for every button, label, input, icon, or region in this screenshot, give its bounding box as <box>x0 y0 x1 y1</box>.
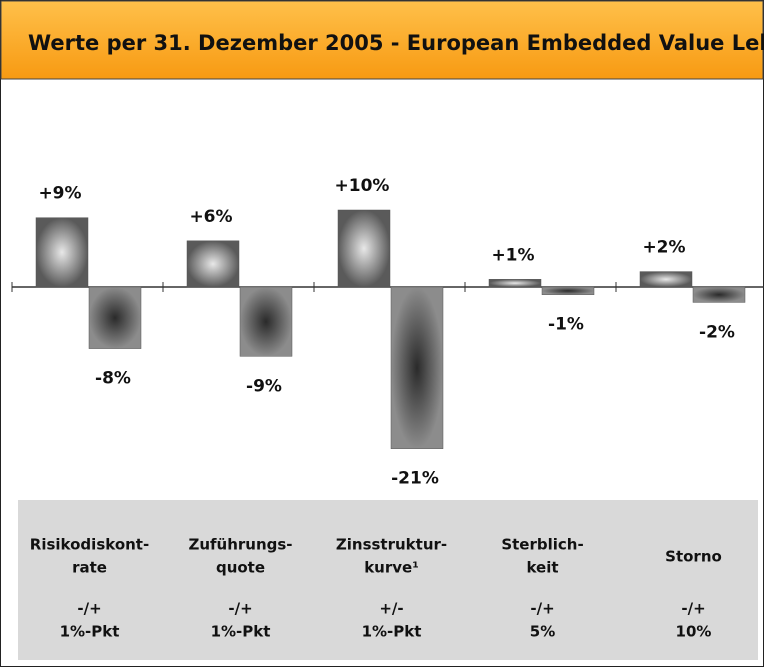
variation-label: +/- <box>379 600 403 618</box>
category-label: Storno <box>665 548 722 566</box>
category-label: rate <box>72 559 107 577</box>
data-label: +2% <box>642 238 685 258</box>
data-label: +6% <box>189 207 232 227</box>
data-label: +10% <box>335 176 390 196</box>
bar <box>35 217 89 288</box>
category-label: Risikodiskont- <box>30 536 149 554</box>
bar <box>337 209 391 288</box>
data-label: -9% <box>246 376 282 396</box>
variation-label: 1%-Pkt <box>211 623 271 641</box>
category-label: Sterblich- <box>501 536 583 554</box>
bar <box>692 286 746 303</box>
chart-title: Werte per 31. Dezember 2005 - European E… <box>28 31 764 55</box>
bar <box>488 279 542 288</box>
bar <box>88 286 142 349</box>
bar <box>639 271 693 288</box>
category-label: kurve¹ <box>364 559 419 577</box>
variation-label: 5% <box>530 623 555 641</box>
variation-label: -/+ <box>228 600 252 618</box>
data-label: +9% <box>38 184 81 204</box>
data-label: +1% <box>491 245 534 265</box>
variation-label: 10% <box>676 623 712 641</box>
category-label: keit <box>526 559 558 577</box>
data-label: -8% <box>95 369 131 389</box>
bar <box>541 286 595 295</box>
category-label: quote <box>216 559 265 577</box>
bar <box>390 286 444 449</box>
variation-label: -/+ <box>530 600 554 618</box>
variation-label: 1%-Pkt <box>362 623 422 641</box>
data-label: -1% <box>548 315 584 335</box>
label-panel <box>18 500 758 660</box>
bar <box>239 286 293 357</box>
variation-label: 1%-Pkt <box>60 623 120 641</box>
variation-label: -/+ <box>77 600 101 618</box>
variation-label: -/+ <box>681 600 705 618</box>
bar <box>186 240 240 288</box>
category-label: Zinsstruktur- <box>336 536 447 554</box>
header-bar <box>0 0 764 80</box>
category-label: Zuführungs- <box>188 536 292 554</box>
data-label: -21% <box>391 469 439 489</box>
data-label: -2% <box>699 322 735 342</box>
